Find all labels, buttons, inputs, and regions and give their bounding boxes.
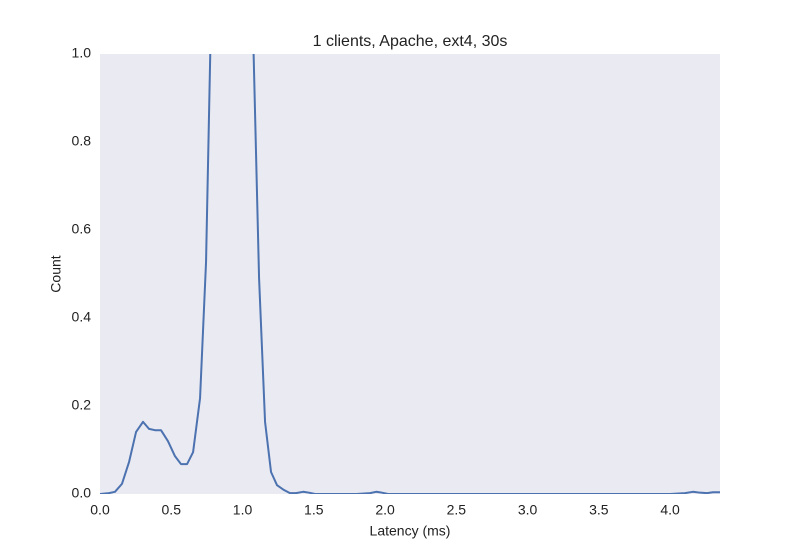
plot-layer	[100, 54, 720, 494]
x-tick-label: 0.0	[90, 502, 110, 518]
y-axis-label: Count	[48, 255, 64, 292]
x-tick-label: 0.5	[162, 502, 182, 518]
x-tick-label: 1.0	[233, 502, 253, 518]
data-line	[100, 54, 720, 494]
x-tick-label: 1.5	[304, 502, 324, 518]
x-axis-label: Latency (ms)	[370, 523, 451, 539]
y-tick-label: 0.8	[72, 133, 92, 149]
chart-title: 1 clients, Apache, ext4, 30s	[313, 33, 508, 50]
y-tick-label: 0.6	[72, 221, 92, 237]
x-tick-label: 3.0	[518, 502, 538, 518]
y-tick-label: 0.2	[72, 397, 92, 413]
plot-area	[100, 54, 720, 494]
x-tick-label: 4.0	[660, 502, 680, 518]
x-tick-label: 2.5	[447, 502, 467, 518]
x-tick-label: 2.0	[375, 502, 395, 518]
y-tick-label: 1.0	[72, 45, 92, 61]
y-tick-label: 0.0	[72, 485, 92, 501]
x-tick-label: 3.5	[589, 502, 609, 518]
y-tick-label: 0.4	[72, 309, 92, 325]
